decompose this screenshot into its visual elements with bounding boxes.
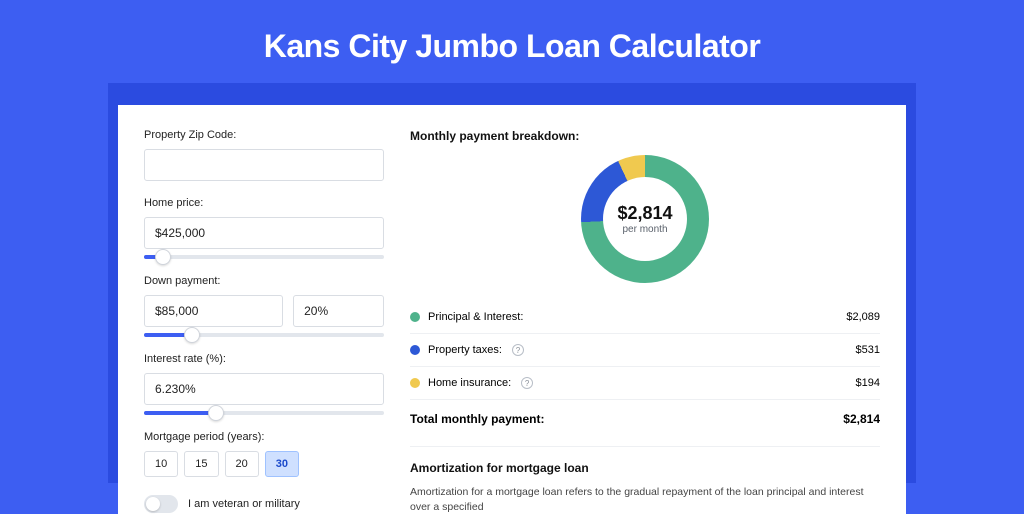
veteran-row: I am veteran or military	[144, 495, 384, 513]
donut-chart: $2,814 per month	[581, 155, 709, 283]
down-payment-field: Down payment:	[144, 275, 384, 337]
down-payment-slider[interactable]	[144, 333, 384, 337]
total-label: Total monthly payment:	[410, 412, 544, 426]
total-value: $2,814	[843, 412, 880, 426]
interest-label: Interest rate (%):	[144, 353, 384, 365]
period-buttons: 1015 2030	[144, 451, 384, 477]
breakdown-value: $194	[856, 377, 880, 389]
zip-field: Property Zip Code:	[144, 129, 384, 181]
breakdown-row: Home insurance:? $194	[410, 366, 880, 399]
breakdown-value: $531	[856, 344, 880, 356]
breakdown-value: $2,089	[846, 311, 880, 323]
down-payment-pct-input[interactable]	[293, 295, 384, 327]
page-title: Kans City Jumbo Loan Calculator	[0, 0, 1024, 83]
slider-thumb[interactable]	[155, 249, 171, 265]
breakdown-title: Monthly payment breakdown:	[410, 129, 880, 143]
header-band: Property Zip Code: Home price: Down paym…	[108, 83, 916, 483]
interest-slider[interactable]	[144, 411, 384, 415]
toggle-knob	[146, 497, 160, 511]
period-button-15[interactable]: 15	[184, 451, 218, 477]
period-button-10[interactable]: 10	[144, 451, 178, 477]
veteran-toggle[interactable]	[144, 495, 178, 513]
zip-label: Property Zip Code:	[144, 129, 384, 141]
legend-dot	[410, 345, 420, 355]
legend-dot	[410, 378, 420, 388]
donut-value: $2,814	[617, 203, 672, 224]
veteran-label: I am veteran or military	[188, 498, 300, 510]
breakdown-row: Principal & Interest: $2,089	[410, 301, 880, 333]
slider-thumb[interactable]	[184, 327, 200, 343]
form-column: Property Zip Code: Home price: Down paym…	[144, 129, 384, 514]
home-price-input[interactable]	[144, 217, 384, 249]
donut-sub: per month	[622, 224, 667, 235]
total-row: Total monthly payment: $2,814	[410, 399, 880, 440]
amortization-title: Amortization for mortgage loan	[410, 461, 880, 475]
breakdown-column: Monthly payment breakdown: $2,814 per mo…	[410, 129, 880, 514]
legend-dot	[410, 312, 420, 322]
home-price-label: Home price:	[144, 197, 384, 209]
breakdown-label: Home insurance:	[428, 377, 511, 389]
donut-chart-wrap: $2,814 per month	[410, 155, 880, 283]
period-button-30[interactable]: 30	[265, 451, 299, 477]
breakdown-rows: Principal & Interest: $2,089 Property taxe…	[410, 301, 880, 399]
home-price-slider[interactable]	[144, 255, 384, 259]
donut-center: $2,814 per month	[603, 177, 687, 261]
down-payment-amount-input[interactable]	[144, 295, 283, 327]
breakdown-label: Principal & Interest:	[428, 311, 523, 323]
amortization-text: Amortization for a mortgage loan refers …	[410, 485, 880, 514]
period-button-20[interactable]: 20	[225, 451, 259, 477]
amortization-section: Amortization for mortgage loan Amortizat…	[410, 446, 880, 514]
breakdown-row: Property taxes:? $531	[410, 333, 880, 366]
zip-input[interactable]	[144, 149, 384, 181]
breakdown-label: Property taxes:	[428, 344, 502, 356]
period-field: Mortgage period (years): 1015 2030	[144, 431, 384, 477]
slider-thumb[interactable]	[208, 405, 224, 421]
interest-input[interactable]	[144, 373, 384, 405]
period-label: Mortgage period (years):	[144, 431, 384, 443]
calculator-panel: Property Zip Code: Home price: Down paym…	[118, 105, 906, 514]
info-icon[interactable]: ?	[521, 377, 533, 389]
home-price-field: Home price:	[144, 197, 384, 259]
down-payment-label: Down payment:	[144, 275, 384, 287]
interest-field: Interest rate (%):	[144, 353, 384, 415]
info-icon[interactable]: ?	[512, 344, 524, 356]
